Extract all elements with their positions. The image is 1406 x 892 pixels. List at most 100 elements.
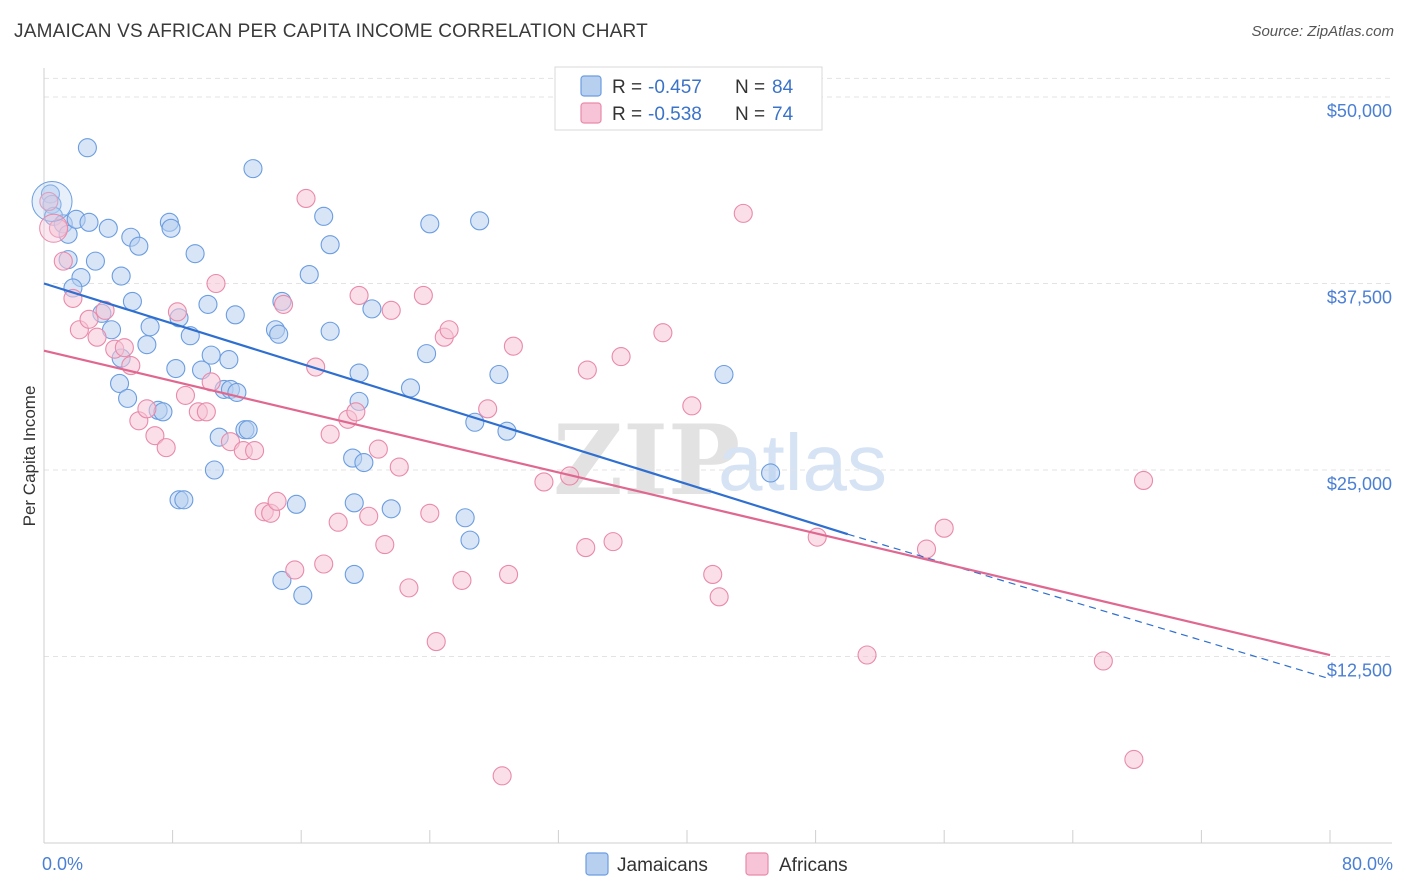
jamaicans-point xyxy=(272,570,292,590)
africans-point xyxy=(306,357,326,377)
jamaicans-point xyxy=(320,235,340,255)
series-layer xyxy=(31,138,1154,786)
jamaicans-point xyxy=(122,291,142,311)
jamaicans-point xyxy=(111,266,131,286)
africans-point xyxy=(916,539,937,559)
jamaicans-point xyxy=(185,244,205,264)
jamaicans-point xyxy=(381,499,401,519)
jamaicans-point xyxy=(137,335,157,355)
jamaicans-point xyxy=(761,463,781,483)
africans-point xyxy=(328,512,348,532)
africans-point xyxy=(245,441,265,461)
africans-point xyxy=(1093,651,1113,671)
jamaicans-point xyxy=(286,494,306,514)
africans-swatch xyxy=(580,102,602,124)
africans-point xyxy=(478,399,498,419)
africans-point xyxy=(267,491,287,511)
africans-point xyxy=(114,338,134,358)
watermark: ZIP atlas xyxy=(553,404,887,517)
africans-r-value: -0.538 xyxy=(648,104,702,125)
jamaicans-point xyxy=(225,305,245,325)
africans-point xyxy=(611,347,631,367)
legend-africans-swatch xyxy=(745,852,769,876)
africans-point xyxy=(39,213,69,243)
legend-africans-label: Africans xyxy=(779,855,848,876)
africans-point xyxy=(39,191,59,211)
africans-point xyxy=(733,203,753,223)
africans-point xyxy=(273,294,294,314)
africans-point xyxy=(95,300,115,320)
jamaicans-point xyxy=(129,236,149,256)
africans-n-label: N = xyxy=(735,104,765,125)
africans-point xyxy=(320,424,340,444)
jamaicans-swatch xyxy=(580,75,602,97)
legend-jamaicans-label: Jamaicans xyxy=(617,855,708,876)
africans-point xyxy=(137,399,157,419)
jamaicans-point xyxy=(314,206,334,226)
africans-point xyxy=(534,472,554,492)
africans-point xyxy=(682,396,702,416)
jamaicans-point xyxy=(77,138,97,158)
series-legend: Jamaicans Africans xyxy=(585,852,848,876)
africans-point xyxy=(389,457,409,477)
africans-point xyxy=(145,426,165,446)
africans-point xyxy=(492,766,512,786)
watermark-atlas: atlas xyxy=(718,418,887,507)
y-tick-label: $37,500 xyxy=(1327,288,1392,308)
jamaicans-point xyxy=(98,218,118,238)
series-africans xyxy=(39,188,1154,786)
africans-point xyxy=(807,527,827,547)
africans-point xyxy=(603,532,623,552)
jamaicans-point xyxy=(714,364,734,385)
africans-point xyxy=(420,503,440,523)
source-credit: Source: ZipAtlas.com xyxy=(1251,23,1394,40)
africans-point xyxy=(426,632,446,652)
africans-point xyxy=(359,506,379,526)
y-axis-title: Per Capita Income xyxy=(20,386,39,527)
jamaicans-point xyxy=(344,493,364,513)
jamaicans-point xyxy=(354,452,374,473)
jamaicans-point xyxy=(465,412,485,432)
jamaicans-point xyxy=(470,211,490,231)
africans-point xyxy=(206,273,226,294)
jamaicans-point xyxy=(293,585,313,605)
africans-r-label: R = xyxy=(612,104,642,125)
jamaicans-point xyxy=(219,350,239,370)
africans-point xyxy=(576,538,596,558)
jamaicans-point xyxy=(31,180,73,222)
africans-point xyxy=(399,578,419,598)
africans-point xyxy=(703,564,723,584)
x-tick-label: 80.0% xyxy=(1342,854,1393,874)
africans-point xyxy=(375,535,395,555)
jamaicans-n-label: N = xyxy=(735,77,765,98)
africans-point xyxy=(1124,749,1144,769)
africans-point xyxy=(577,360,597,380)
chart-title: JAMAICAN VS AFRICAN PER CAPITA INCOME CO… xyxy=(14,21,648,42)
africans-point xyxy=(296,188,316,209)
legend-jamaicans-swatch xyxy=(585,852,609,876)
jamaicans-point xyxy=(489,364,509,385)
y-tick-label: $50,000 xyxy=(1327,101,1392,121)
africans-point xyxy=(381,300,401,320)
africans-point xyxy=(413,285,433,305)
jamaicans-point xyxy=(238,420,258,440)
stats-legend: R = -0.457 N = 84 R = -0.538 N = 74 xyxy=(554,66,823,131)
jamaicans-point xyxy=(79,212,99,232)
jamaicans-point xyxy=(161,218,181,238)
jamaicans-point xyxy=(201,345,221,365)
jamaicans-trend-extension xyxy=(847,533,1331,680)
africans-point xyxy=(709,587,729,607)
jamaicans-n-value: 84 xyxy=(772,77,794,98)
watermark-zip: ZIP xyxy=(553,404,740,517)
jamaicans-r-value: -0.457 xyxy=(648,77,702,98)
africans-point xyxy=(175,385,196,405)
jamaicans-point xyxy=(85,251,105,271)
africans-point xyxy=(285,560,305,580)
africans-point xyxy=(368,439,388,459)
jamaicans-point xyxy=(269,324,289,344)
x-tick-label: 0.0% xyxy=(42,854,83,874)
y-tick-labels: $12,500 $25,000 $37,500 $50,000 xyxy=(1327,101,1392,681)
africans-point xyxy=(499,564,519,584)
jamaicans-point xyxy=(344,564,364,584)
